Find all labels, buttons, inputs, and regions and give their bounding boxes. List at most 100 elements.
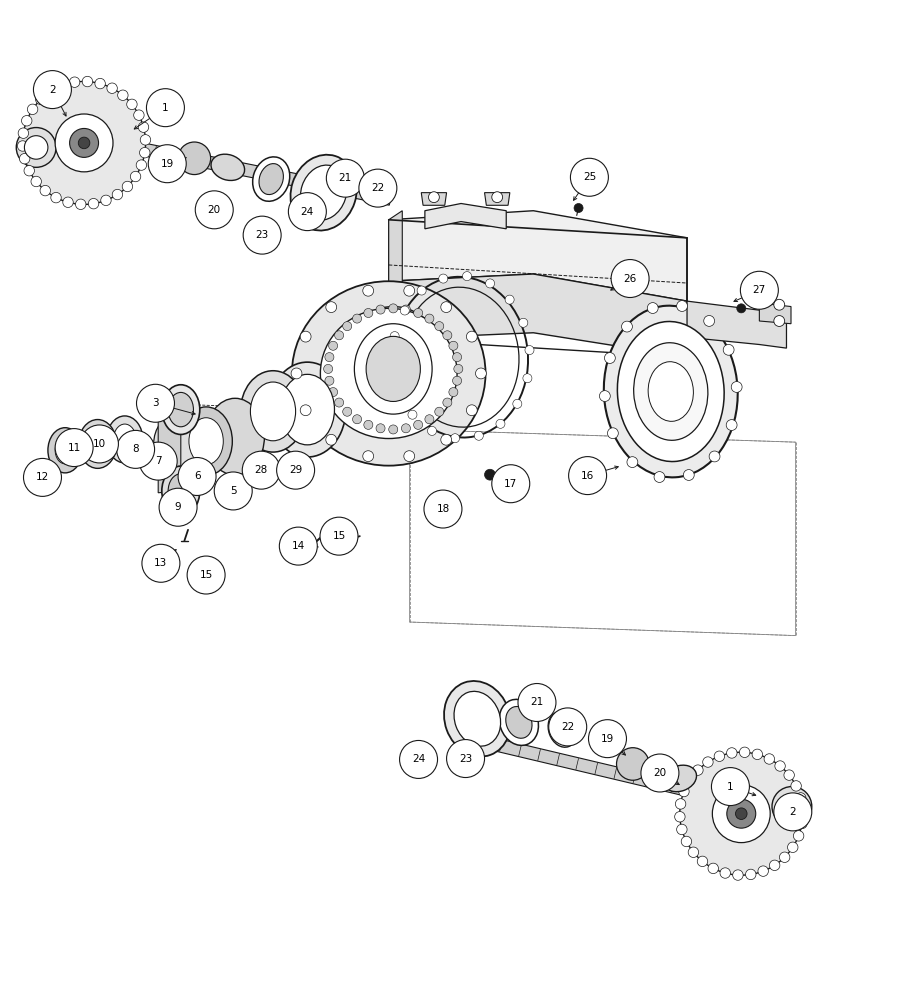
Ellipse shape	[292, 281, 485, 466]
Circle shape	[23, 81, 145, 204]
Circle shape	[745, 869, 755, 880]
Circle shape	[692, 765, 703, 775]
Circle shape	[18, 128, 29, 138]
Circle shape	[100, 195, 111, 206]
Ellipse shape	[168, 392, 193, 427]
Ellipse shape	[252, 157, 290, 201]
Circle shape	[707, 863, 718, 874]
Circle shape	[390, 332, 399, 341]
Circle shape	[70, 77, 79, 87]
Ellipse shape	[663, 765, 695, 792]
Polygon shape	[421, 193, 446, 205]
Circle shape	[95, 78, 106, 89]
Text: 23: 23	[459, 754, 471, 764]
Text: 12: 12	[36, 472, 49, 482]
Text: 20: 20	[653, 768, 666, 778]
Circle shape	[325, 434, 336, 445]
Circle shape	[452, 376, 461, 385]
Circle shape	[80, 425, 118, 463]
Text: 3: 3	[152, 398, 159, 408]
Circle shape	[112, 189, 123, 200]
Circle shape	[414, 420, 423, 429]
Circle shape	[434, 407, 443, 416]
Circle shape	[324, 353, 333, 362]
Circle shape	[22, 116, 32, 126]
Circle shape	[795, 793, 805, 803]
Ellipse shape	[603, 306, 737, 477]
Circle shape	[449, 388, 458, 397]
Circle shape	[453, 364, 462, 373]
Circle shape	[139, 442, 177, 480]
Circle shape	[774, 761, 785, 771]
Circle shape	[24, 165, 34, 176]
Polygon shape	[133, 141, 391, 205]
Circle shape	[358, 169, 396, 207]
Circle shape	[712, 785, 769, 843]
Circle shape	[33, 71, 71, 109]
Circle shape	[62, 197, 73, 207]
Ellipse shape	[320, 308, 457, 439]
Text: 8: 8	[132, 444, 139, 454]
Circle shape	[363, 308, 372, 318]
Circle shape	[394, 387, 403, 396]
Ellipse shape	[250, 382, 295, 441]
Circle shape	[570, 158, 608, 196]
Circle shape	[675, 824, 686, 835]
Circle shape	[604, 353, 615, 363]
Circle shape	[342, 322, 351, 331]
Circle shape	[342, 407, 351, 416]
Circle shape	[40, 185, 51, 196]
Circle shape	[195, 191, 233, 229]
Circle shape	[450, 434, 459, 443]
Circle shape	[82, 76, 92, 87]
Circle shape	[763, 754, 774, 764]
Ellipse shape	[647, 362, 693, 421]
Circle shape	[796, 805, 807, 816]
Circle shape	[491, 465, 529, 503]
Ellipse shape	[340, 307, 446, 431]
Circle shape	[140, 135, 151, 145]
Circle shape	[45, 86, 56, 97]
Circle shape	[424, 490, 461, 528]
Circle shape	[757, 866, 768, 876]
Circle shape	[291, 368, 302, 379]
Circle shape	[428, 192, 439, 203]
Circle shape	[474, 431, 483, 440]
Circle shape	[610, 260, 648, 298]
Circle shape	[640, 754, 678, 792]
Circle shape	[484, 469, 495, 480]
Circle shape	[362, 285, 373, 296]
Circle shape	[711, 768, 749, 806]
Circle shape	[725, 420, 736, 430]
Circle shape	[88, 198, 98, 209]
Circle shape	[134, 110, 144, 120]
Circle shape	[427, 426, 436, 435]
Ellipse shape	[443, 681, 510, 757]
Text: 1: 1	[726, 782, 733, 792]
Circle shape	[607, 428, 618, 439]
Circle shape	[35, 94, 46, 105]
Circle shape	[16, 128, 56, 167]
Circle shape	[334, 398, 343, 407]
Circle shape	[736, 304, 745, 313]
Polygon shape	[484, 193, 509, 205]
Ellipse shape	[114, 424, 136, 455]
Circle shape	[400, 306, 409, 315]
Circle shape	[735, 808, 746, 819]
Ellipse shape	[366, 336, 420, 401]
Text: 14: 14	[292, 541, 304, 551]
Circle shape	[388, 425, 397, 434]
Ellipse shape	[240, 371, 305, 452]
Circle shape	[475, 368, 486, 379]
Circle shape	[787, 842, 797, 853]
Circle shape	[739, 747, 749, 758]
Circle shape	[462, 272, 471, 281]
Circle shape	[779, 795, 803, 818]
Ellipse shape	[498, 699, 538, 745]
Circle shape	[703, 316, 713, 326]
Circle shape	[446, 740, 484, 778]
Text: 24: 24	[412, 754, 424, 764]
Circle shape	[491, 192, 502, 203]
Text: 5: 5	[229, 486, 237, 496]
Text: 19: 19	[161, 159, 173, 169]
